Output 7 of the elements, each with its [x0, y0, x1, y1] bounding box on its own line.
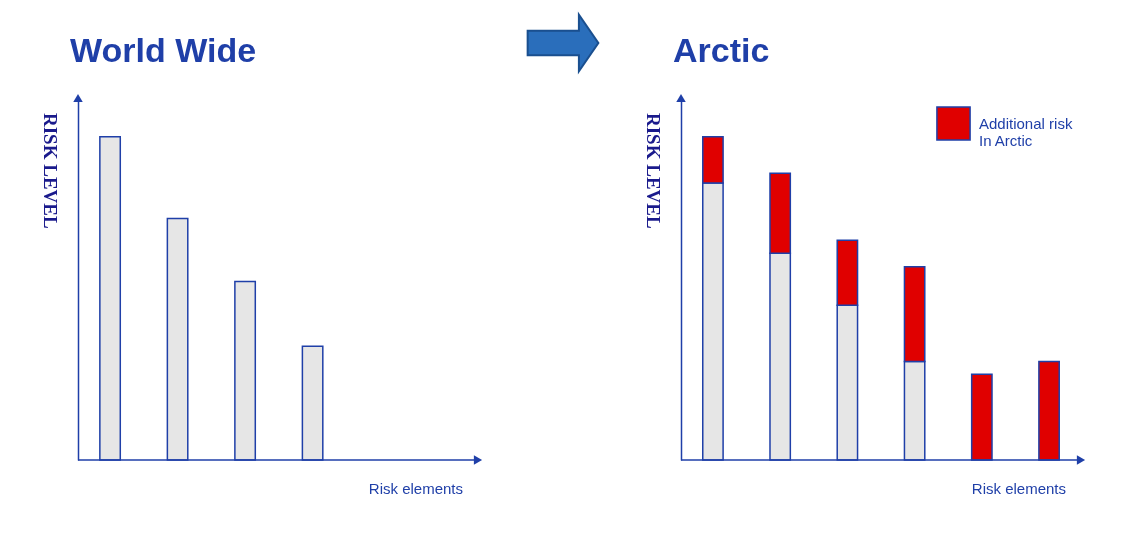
x-axis-title: Risk elements: [971, 480, 1066, 497]
x-axis-title: Risk elements: [368, 480, 463, 497]
legend-label: Additional risk In Arctic: [979, 114, 1073, 149]
y-axis-title: RISK LEVEL: [643, 113, 664, 229]
y-axis-title: RISK LEVEL: [40, 113, 61, 229]
chart-title: World Wide: [70, 30, 257, 69]
chart-title: Arctic: [673, 30, 770, 69]
